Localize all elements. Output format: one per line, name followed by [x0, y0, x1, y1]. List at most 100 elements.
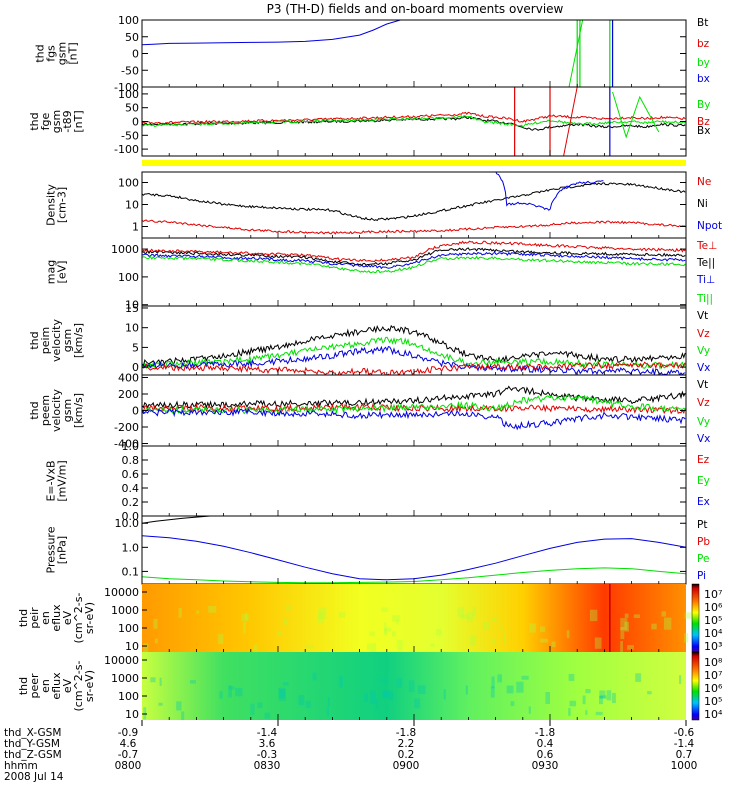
heatmap-texture [305, 700, 311, 709]
footer-value-4-1: -1.4 [674, 738, 695, 750]
series-temperature-0 [142, 247, 686, 267]
heatmap-texture [568, 673, 575, 681]
ylabel-peir_eflux-2: en [39, 611, 52, 625]
series-group-fge_gsm [142, 87, 686, 156]
heatmap-texture [589, 609, 598, 622]
heatmap-texture [408, 680, 415, 693]
series-fgs_gsm-0 [142, 20, 401, 46]
colorbar-label-peir_eflux-4: 10³ [704, 640, 722, 653]
heatmap-texture [379, 679, 388, 683]
legend-fgs_gsm-3: bx [697, 73, 710, 85]
ylabel-peim_velocity-4: [km/s] [72, 323, 85, 358]
field-spike [568, 20, 584, 87]
heatmap-texture [178, 608, 182, 618]
legend-pressure-1: Pb [697, 536, 710, 548]
series-fge_gsm-0 [142, 115, 686, 131]
heatmap-texture [611, 692, 616, 704]
footer-value-0-3: 0800 [115, 760, 142, 772]
heatmap-texture [460, 614, 469, 619]
legend-e_field-0: Ez [697, 454, 710, 466]
ytick-peir_eflux-2: 100 [118, 622, 139, 635]
footer-value-2-1: 2.2 [398, 738, 415, 750]
ylabel-density-1: [cm-3] [56, 187, 69, 223]
panel-temperature: mag[eV] 1000 100 10 Te⊥ Te|| Ti⊥ Ti|| [45, 237, 717, 312]
legend-pressure-2: Pe [697, 553, 709, 565]
heatmap-texture [684, 612, 692, 619]
panel-pressure: Pressure[nPa] 10.0 1.0 0.1 Pt Pb Pe Pi [45, 515, 710, 585]
heatmap-texture [318, 612, 324, 624]
ytick-density-2: 1 [132, 220, 139, 233]
heatmap-texture [569, 700, 577, 707]
heatmap-texture [551, 641, 556, 648]
heatmap-texture [208, 605, 217, 613]
ytick-e_field-0: 1.0 [122, 440, 140, 453]
footer-row-label-1: thd_Y-GSM [4, 738, 60, 750]
heatmap-texture [598, 695, 604, 705]
heatmap-texture [364, 693, 369, 703]
series-fge_gsm-2 [142, 115, 686, 128]
heatmap-texture [663, 617, 672, 630]
heatmap-texture [599, 690, 606, 699]
heatmap-texture [457, 607, 465, 617]
series-peim_velocity-1 [142, 336, 686, 370]
heatmap-texture [312, 672, 317, 681]
series-group-peem_velocity [142, 385, 686, 431]
series-peem_velocity-0 [142, 385, 686, 410]
legend-fge_gsm-0: By [697, 99, 710, 111]
footer-value-4-0: -0.6 [674, 727, 695, 739]
footer-row-label-3: hhmm [4, 760, 38, 772]
heatmap-texture [176, 701, 182, 711]
legend-density-2: Npot [697, 220, 722, 232]
colorbar-label-peir_eflux-1: 10⁶ [704, 601, 723, 614]
ylabel-peer_eflux-5: (cm^2-s- [72, 661, 85, 712]
ytick-fge_gsm-3: -50 [121, 129, 139, 142]
ytick-peim_velocity-3: 0 [132, 361, 139, 374]
heatmap-peir_eflux [142, 584, 686, 652]
heatmap-texture [228, 686, 235, 690]
legend-peem_velocity-1: Vz [697, 397, 710, 409]
series-temperature-1 [142, 240, 686, 263]
legend-fgs_gsm-2: by [697, 57, 710, 69]
ytick-e_field-2: 0.6 [122, 468, 140, 481]
colorbar-label-peer_eflux-1: 10⁷ [704, 669, 722, 682]
series-group-pressure [142, 516, 686, 584]
ytick-peim_velocity-2: 5 [132, 341, 139, 354]
ytick-temperature-1: 100 [118, 271, 139, 284]
ytick-fgs_gsm-0: 100 [118, 14, 139, 27]
legend-temperature-1: Te|| [696, 257, 715, 269]
heatmap-texture [396, 678, 403, 688]
series-group-density [142, 172, 686, 235]
heatmap-texture [624, 621, 629, 632]
heatmap-texture [624, 613, 629, 618]
footer-value-4-2: 0.7 [676, 749, 693, 761]
heatmap-texture [257, 702, 263, 708]
ylabel-fge_gsm-0: thd [28, 112, 41, 130]
ytick-fge_gsm-1: 50 [125, 102, 139, 115]
ylabel-e_field-1: [mV/m] [56, 460, 69, 501]
heatmap-texture [661, 611, 666, 617]
series-density-1 [142, 219, 686, 235]
heatmap-texture [545, 692, 551, 704]
ytick-peem_velocity-2: 0 [132, 405, 139, 418]
footer-value-2-0: -1.8 [396, 727, 417, 739]
series-peem_velocity-2 [142, 393, 686, 415]
ylabel-peim_velocity-1: peim [39, 327, 52, 355]
colorbar-label-peer_eflux-2: 10⁶ [704, 682, 723, 695]
heatmap-texture [506, 685, 514, 694]
heatmap-texture [158, 702, 163, 706]
heatmap-texture [417, 685, 426, 694]
heatmap-texture [245, 612, 248, 620]
heatmap-texture [383, 690, 389, 698]
heatmap-texture [397, 640, 403, 650]
footer-value-1-3: 0830 [254, 760, 281, 772]
colorbar-label-peir_eflux-0: 10⁷ [704, 588, 722, 601]
footer-value-0-1: 4.6 [120, 738, 137, 750]
ylabel-peer_eflux-6: sr-eV) [83, 670, 96, 702]
colorbar-label-peir_eflux-2: 10⁵ [704, 614, 722, 627]
heatmap-texture [585, 689, 591, 694]
heatmap-texture [465, 685, 468, 695]
ytick-fgs_gsm-2: 0 [132, 48, 139, 61]
heatmap-texture [219, 691, 223, 699]
ytick-peir_eflux-0: 10000 [104, 586, 139, 599]
